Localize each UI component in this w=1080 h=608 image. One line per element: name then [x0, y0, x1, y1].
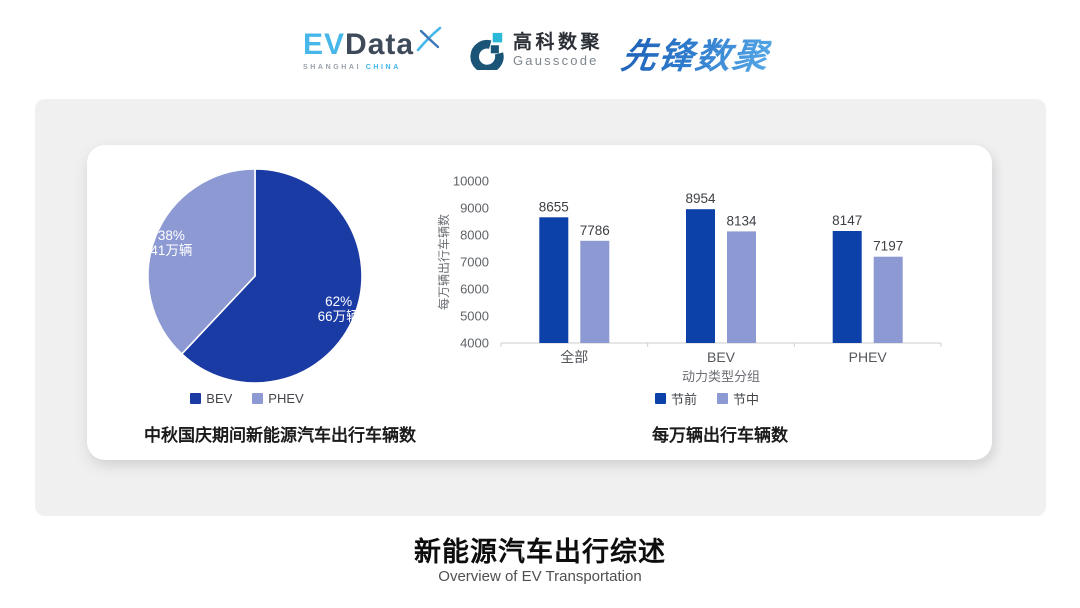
legend-swatch	[717, 392, 728, 404]
evdata-logo-ev-text: EV	[303, 28, 346, 61]
y-tick-label: 7000	[460, 255, 489, 270]
bar-legend: 节前 节中	[557, 389, 857, 408]
y-tick-label: 9000	[460, 201, 489, 216]
legend-swatch	[190, 392, 202, 404]
x-category-label: BEV	[707, 349, 736, 365]
bar-节中-BEV	[727, 231, 756, 343]
evdata-star-icon	[416, 26, 442, 52]
bar-节前-BEV	[686, 209, 715, 343]
bar-节中-全部	[580, 240, 610, 343]
report-subtitle: Overview of EV Transportation	[438, 568, 642, 585]
evdata-logo-data-text: Data	[345, 28, 415, 61]
legend-swatch	[252, 392, 264, 404]
bar-value-label: 8134	[726, 213, 757, 228]
legend-label: 节前	[670, 391, 697, 407]
x-category-label: PHEV	[849, 349, 888, 365]
bar-value-label: 7197	[873, 239, 903, 254]
legend-item-PHEV: PHEV	[252, 390, 304, 406]
pie-slice-BEV	[180, 168, 363, 384]
y-tick-label: 8000	[460, 228, 489, 243]
pie-slice-PHEV	[147, 168, 256, 356]
pie-legend: BEV PHEV	[97, 390, 397, 406]
y-axis-label: 每万辆出行车辆数	[436, 214, 451, 310]
bar-value-label: 7786	[580, 223, 610, 238]
pioneer-logo: 先锋数聚	[618, 28, 773, 79]
legend-item-节前: 节前	[654, 389, 697, 408]
legend-item-BEV: BEV	[190, 391, 232, 406]
bar-chart: 4000 5000 6000 7000 8000 9000 10000 每万辆出行车辆数 865…	[436, 174, 942, 384]
bar-value-label: 8954	[685, 191, 716, 206]
pie-chart-title: 中秋国庆期间新能源汽车出行车辆数	[144, 426, 416, 445]
bar-节中-PHEV	[873, 256, 903, 343]
x-category-label: 全部	[560, 349, 588, 365]
evdata-logo: EV Data SHANGHAI CHINA	[303, 26, 442, 71]
evdata-shanghai-text: SHANGHAI	[303, 64, 362, 71]
y-tick-label: 5000	[460, 309, 489, 324]
y-tick-label: 4000	[460, 336, 489, 351]
report-title: 新能源汽车出行综述	[414, 537, 666, 567]
gausscode-logo: 高科数聚 Gausscode	[468, 30, 603, 70]
pie-chart: 62% 66万辆 38% 41万辆	[147, 168, 363, 384]
charts-card: 62% 66万辆 38% 41万辆 BEV PHEV 中秋国庆期间新能源汽车出行车辆数 …	[87, 145, 992, 460]
legend-item-节中: 节中	[717, 389, 759, 408]
gausscode-mark-icon	[470, 32, 504, 70]
y-tick-label: 10000	[453, 174, 489, 189]
legend-swatch	[654, 392, 666, 404]
bar-节前-全部	[539, 217, 569, 343]
evdata-logo-subtitle: SHANGHAI CHINA	[303, 64, 442, 71]
legend-label: PHEV	[268, 390, 304, 406]
bar-chart-title: 每万辆出行车辆数	[652, 426, 788, 445]
legend-label: BEV	[206, 390, 233, 406]
y-tick-label: 6000	[460, 282, 489, 297]
pie-slice-label: 38% 41万辆	[150, 228, 192, 258]
bar-节前-PHEV	[832, 231, 862, 343]
gausscode-en-text: Gausscode	[513, 53, 599, 68]
gausscode-cn-text: 高科数聚	[513, 32, 604, 53]
bar-value-label: 8655	[539, 199, 569, 214]
pie-slice-label: 62% 66万辆	[318, 294, 360, 324]
report-panel: 62% 66万辆 38% 41万辆 BEV PHEV 中秋国庆期间新能源汽车出行车辆数 …	[35, 99, 1046, 516]
x-axis-label: 动力类型分组	[682, 369, 760, 384]
evdata-china-text: CHINA	[365, 64, 401, 71]
bar-value-label: 8147	[832, 213, 862, 228]
legend-label: 节中	[733, 391, 760, 407]
